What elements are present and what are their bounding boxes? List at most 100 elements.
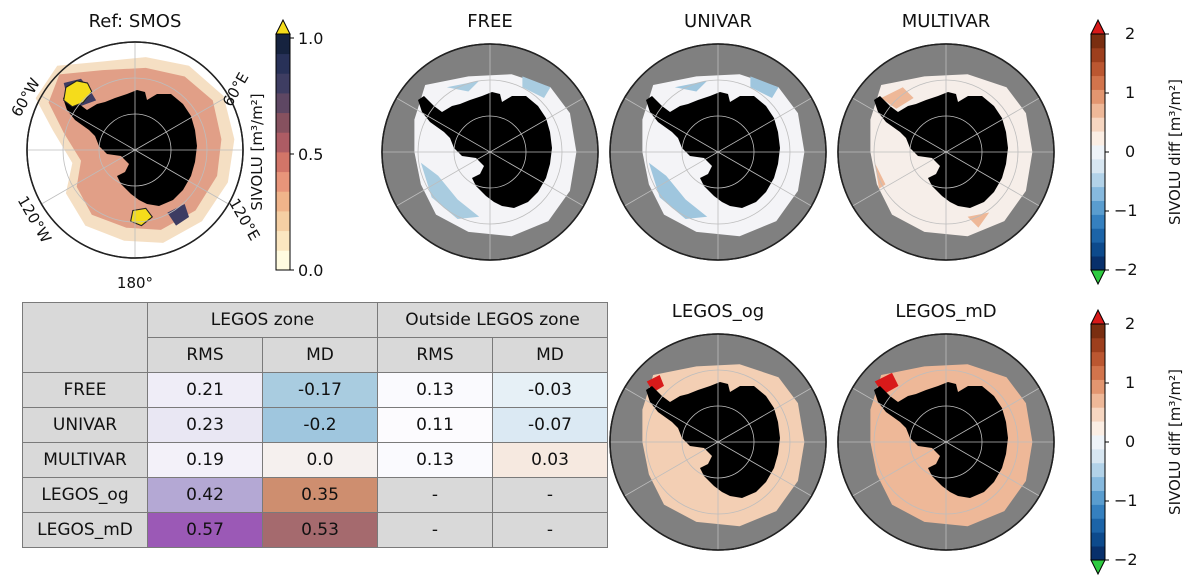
colorbar-segment <box>1091 351 1105 367</box>
row-name-free: FREE <box>22 372 148 408</box>
univar-map <box>609 43 827 261</box>
colorbar-segment <box>276 230 290 251</box>
colorbar-segment <box>1091 518 1105 533</box>
cell-univar-outside-md: -0.07 <box>492 407 608 443</box>
colorbar-segment <box>276 112 290 133</box>
panel-legos-og: LEGOS_og <box>609 301 827 551</box>
table-row: UNIVAR 0.23 -0.2 0.11 -0.07 <box>22 407 608 443</box>
colorbar-segment <box>1091 379 1105 394</box>
panel-smos: Ref: SMOS 60°W 60°E 120°W 120°E 180° <box>8 11 264 292</box>
cell-free-outside-md: -0.03 <box>492 372 608 408</box>
panel-title-free: FREE <box>467 11 513 32</box>
cell-multivar-legos-rms: 0.19 <box>147 442 263 478</box>
tick-2: 2 <box>1125 24 1135 43</box>
map-grid <box>610 334 826 550</box>
group-header-outside-legos-zone: Outside LEGOS zone <box>377 302 608 338</box>
map-grid <box>838 334 1054 550</box>
panel-title-legos-md: LEGOS_mD <box>895 301 996 322</box>
tick-2: 2 <box>1125 314 1135 333</box>
colorbar-segment <box>276 93 290 114</box>
table-sub-header-row: RMS MD RMS MD <box>23 337 608 373</box>
table-corner <box>22 302 148 373</box>
cell-multivar-outside-rms: 0.13 <box>377 442 493 478</box>
cell-free-legos-rms: 0.21 <box>147 372 263 408</box>
colorbar-segment <box>1091 131 1105 146</box>
tick-1-0: 1.0 <box>298 29 323 48</box>
map-grid <box>838 44 1054 260</box>
colorbar-diff-bottom-extend-high <box>1090 308 1106 325</box>
map-grid <box>610 44 826 260</box>
colorbar-diff-top-extend-low <box>1090 269 1106 286</box>
cell-legos-og-legos-md: 0.35 <box>262 477 378 513</box>
colorbar-segment <box>1091 89 1105 104</box>
panel-title-smos: Ref: SMOS <box>89 11 182 32</box>
panel-free: FREE <box>381 11 599 261</box>
sub-header-rms-legos: RMS <box>147 337 263 373</box>
row-name-univar: UNIVAR <box>22 407 148 443</box>
colorbar-segment <box>1091 47 1105 63</box>
stats-table: LEGOS zone Outside LEGOS zone RMS MD RMS… <box>22 302 608 548</box>
tick-minus-2: −2 <box>1114 260 1138 279</box>
tick-minus-1: −1 <box>1114 491 1138 510</box>
colorbar-sivolu-label: SIVOLU [m³/m²] <box>248 93 266 210</box>
colorbar-segment <box>1091 200 1105 215</box>
colorbar-diff-bottom-extend-low <box>1090 559 1106 576</box>
map-grid <box>27 42 243 258</box>
panel-legos-md: LEGOS_mD <box>837 301 1055 551</box>
colorbar-segment <box>276 250 290 271</box>
cell-multivar-legos-md: 0.0 <box>262 442 378 478</box>
row-name-legos-og: LEGOS_og <box>22 477 148 513</box>
colorbar-diff-bottom-segments <box>1091 324 1105 561</box>
tick-0: 0 <box>1125 432 1135 451</box>
free-map <box>381 43 599 261</box>
sea-ice-orange <box>874 87 990 228</box>
colorbar-segment <box>1091 61 1105 77</box>
colorbar-segment <box>1091 435 1105 450</box>
tick-minus-1: −1 <box>1114 201 1138 220</box>
legos-md-map <box>837 333 1055 551</box>
panel-title-legos-og: LEGOS_og <box>672 301 764 322</box>
row-name-multivar: MULTIVAR <box>22 442 148 478</box>
colorbar-diff-bottom: 2 1 0 −1 −2 SIVOLU diff [m³/m²] <box>1090 308 1184 576</box>
colorbar-segment <box>276 132 290 153</box>
group-header-legos-zone: LEGOS zone <box>147 302 378 338</box>
sea-ice-blue <box>420 76 551 219</box>
cell-legos-md-outside-md: - <box>492 512 608 548</box>
cell-legos-og-outside-rms: - <box>377 477 493 513</box>
colorbar-diff-top-extend-high <box>1090 18 1106 35</box>
cell-legos-og-outside-md: - <box>492 477 608 513</box>
colorbar-segment <box>1091 228 1105 243</box>
colorbar-segment <box>276 53 290 74</box>
lon-label-180: 180° <box>117 274 153 292</box>
colorbar-segment <box>1091 103 1105 118</box>
colorbar-segment <box>1091 490 1105 505</box>
cell-legos-md-outside-rms: - <box>377 512 493 548</box>
panel-univar: UNIVAR <box>609 11 827 261</box>
colorbar-segment <box>1091 337 1105 353</box>
sub-header-md-outside: MD <box>492 337 608 373</box>
panel-title-univar: UNIVAR <box>684 11 752 32</box>
cell-univar-legos-rms: 0.23 <box>147 407 263 443</box>
colorbar-sivolu-extend <box>275 18 291 35</box>
colorbar-diff-top: 2 1 0 −1 −2 SIVOLU diff [m³/m²] <box>1090 18 1184 286</box>
colorbar-segment <box>1091 462 1105 478</box>
colorbar-segment <box>1091 393 1105 408</box>
cell-univar-outside-rms: 0.11 <box>377 407 493 443</box>
colorbar-segment <box>1091 158 1105 174</box>
colorbar-segment <box>1091 242 1105 257</box>
tick-0-5: 0.5 <box>298 145 323 164</box>
tick-minus-2: −2 <box>1114 550 1138 569</box>
colorbar-segment <box>276 73 290 94</box>
colorbar-sivolu: 1.0 0.5 0.0 SIVOLU [m³/m²] <box>248 18 323 280</box>
cell-legos-md-legos-rms: 0.57 <box>147 512 263 548</box>
colorbar-segment <box>1091 546 1105 561</box>
colorbar-diff-top-segments <box>1091 34 1105 271</box>
cell-legos-og-legos-rms: 0.42 <box>147 477 263 513</box>
colorbar-segment <box>1091 256 1105 271</box>
sub-header-md-legos: MD <box>262 337 378 373</box>
colorbar-segment <box>1091 117 1105 132</box>
colorbar-sivolu-segments <box>276 34 290 271</box>
colorbar-diff-bottom-label: SIVOLU diff [m³/m²] <box>1166 369 1184 515</box>
colorbar-segment <box>276 34 290 55</box>
